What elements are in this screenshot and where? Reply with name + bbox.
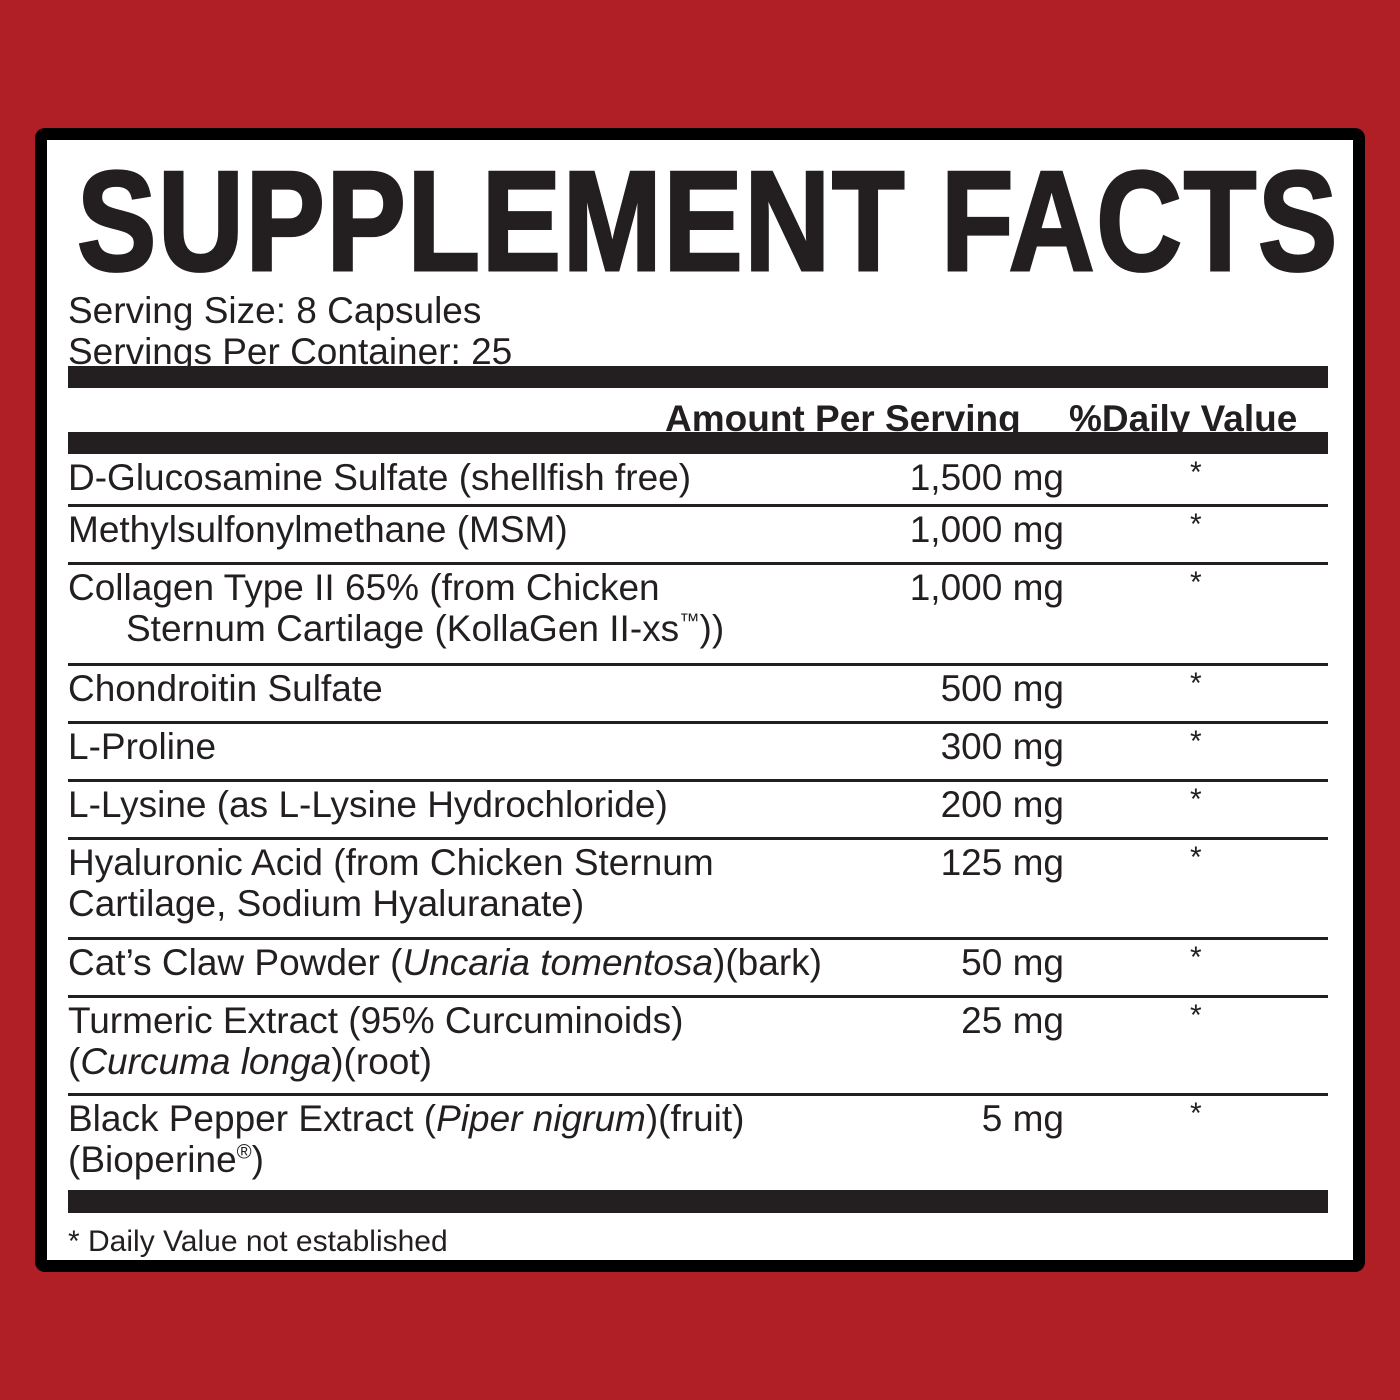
ingredient-name-line: L-Proline [68, 726, 928, 767]
name-text: Sternum Cartilage (KollaGen II-xs [126, 608, 680, 649]
amount-per-serving: 1,000 mg [909, 509, 1064, 550]
ingredient-name-line: Cat’s Claw Powder (Uncaria tomentosa)(ba… [68, 942, 928, 983]
name-text: Hyaluronic Acid (from Chicken Sternum [68, 842, 714, 883]
trademark-symbol: ® [236, 1141, 252, 1164]
amount-per-serving: 5 mg [981, 1098, 1064, 1139]
name-text: L-Lysine (as L-Lysine Hydrochloride) [68, 784, 668, 825]
serving-size: Serving Size: 8 Capsules [68, 290, 482, 331]
amount-per-serving: 500 mg [940, 668, 1064, 709]
name-text: ) [251, 1139, 264, 1180]
ingredient-row: Collagen Type II 65% (from Chicken Sternu… [68, 565, 1328, 666]
ingredient-row: L-Proline 300 mg * [68, 724, 1328, 782]
name-text: Chondroitin Sulfate [68, 668, 383, 709]
name-text: ( [68, 1041, 81, 1082]
daily-value: * [1190, 941, 1202, 974]
ingredient-name: Collagen Type II 65% (from Chicken Sternu… [68, 567, 928, 649]
ingredient-name-line: Cartilage, Sodium Hyaluranate) [68, 883, 928, 924]
daily-value: * [1190, 783, 1202, 816]
thick-divider [68, 366, 1328, 388]
name-text: Collagen Type II 65% (from Chicken [68, 567, 660, 608]
name-text: )) [699, 608, 725, 649]
ingredient-row: D-Glucosamine Sulfate (shellfish free) 1,… [68, 455, 1328, 507]
ingredient-name-line: Hyaluronic Acid (from Chicken Sternum [68, 842, 928, 883]
ingredient-name: Turmeric Extract (95% Curcuminoids) (Curc… [68, 1000, 928, 1082]
ingredient-name: L-Proline [68, 726, 928, 767]
ingredient-name-line: Sternum Cartilage (KollaGen II-xs™)) [68, 608, 928, 649]
latin-name: Piper nigrum [436, 1098, 646, 1139]
supplement-facts-panel: SUPPLEMENT FACTS Serving Size: 8 Capsule… [35, 128, 1365, 1272]
ingredient-name-line: Chondroitin Sulfate [68, 668, 928, 709]
ingredient-row: Hyaluronic Acid (from Chicken Sternum Car… [68, 840, 1328, 940]
title: SUPPLEMENT FACTS [76, 142, 1339, 301]
latin-name: Curcuma longa [80, 1041, 332, 1082]
name-text: Turmeric Extract (95% Curcuminoids) [68, 1000, 684, 1041]
name-text: Black Pepper Extract ( [68, 1098, 437, 1139]
ingredient-name-line: Turmeric Extract (95% Curcuminoids) [68, 1000, 928, 1041]
ingredient-name: Chondroitin Sulfate [68, 668, 928, 709]
daily-value: * [1190, 508, 1202, 541]
ingredient-row: L-Lysine (as L-Lysine Hydrochloride) 200 … [68, 782, 1328, 840]
servings-per-container: Servings Per Container: 25 [68, 331, 513, 372]
amount-per-serving: 1,500 mg [909, 457, 1064, 498]
ingredient-name-line: Black Pepper Extract (Piper nigrum)(frui… [68, 1098, 928, 1139]
ingredient-name-line: Collagen Type II 65% (from Chicken [68, 567, 928, 608]
ingredient-name-line: L-Lysine (as L-Lysine Hydrochloride) [68, 784, 928, 825]
amount-per-serving: 1,000 mg [909, 567, 1064, 608]
ingredient-name: Cat’s Claw Powder (Uncaria tomentosa)(ba… [68, 942, 928, 983]
name-text: D-Glucosamine Sulfate (shellfish free) [68, 457, 692, 498]
ingredient-name-line: (Bioperine®) [68, 1139, 928, 1180]
ingredient-name: Methylsulfonylmethane (MSM) [68, 509, 928, 550]
ingredient-name: D-Glucosamine Sulfate (shellfish free) [68, 457, 928, 498]
ingredient-name-line: (Curcuma longa)(root) [68, 1041, 928, 1082]
thick-divider [68, 1190, 1328, 1213]
thick-divider [68, 432, 1328, 454]
daily-value: * [1190, 456, 1202, 489]
ingredient-name: Hyaluronic Acid (from Chicken Sternum Car… [68, 842, 928, 924]
ingredient-row: Black Pepper Extract (Piper nigrum)(frui… [68, 1096, 1328, 1190]
ingredient-row: Turmeric Extract (95% Curcuminoids) (Curc… [68, 998, 1328, 1096]
amount-per-serving: 125 mg [940, 842, 1064, 883]
amount-per-serving: 200 mg [940, 784, 1064, 825]
ingredient-name: L-Lysine (as L-Lysine Hydrochloride) [68, 784, 928, 825]
trademark-symbol: ™ [679, 610, 700, 633]
daily-value: * [1190, 667, 1202, 700]
daily-value: * [1190, 566, 1202, 599]
footnote: * Daily Value not established [68, 1225, 448, 1258]
amount-per-serving: 50 mg [961, 942, 1064, 983]
amount-per-serving: 25 mg [961, 1000, 1064, 1041]
name-text: Cat’s Claw Powder ( [68, 942, 403, 983]
name-text: (Bioperine [68, 1139, 237, 1180]
ingredient-row: Chondroitin Sulfate 500 mg * [68, 666, 1328, 724]
daily-value: * [1190, 725, 1202, 758]
daily-value: * [1190, 841, 1202, 874]
ingredient-name-line: Methylsulfonylmethane (MSM) [68, 509, 928, 550]
daily-value: * [1190, 1097, 1202, 1130]
ingredient-name: Black Pepper Extract (Piper nigrum)(frui… [68, 1098, 928, 1180]
ingredient-row: Methylsulfonylmethane (MSM) 1,000 mg * [68, 507, 1328, 565]
latin-name: Uncaria tomentosa [402, 942, 714, 983]
name-text: L-Proline [68, 726, 217, 767]
ingredient-table: D-Glucosamine Sulfate (shellfish free) 1,… [47, 455, 1353, 1190]
name-text: Methylsulfonylmethane (MSM) [68, 509, 568, 550]
amount-per-serving: 300 mg [940, 726, 1064, 767]
daily-value: * [1190, 999, 1202, 1032]
name-text: Cartilage, Sodium Hyaluranate) [68, 883, 585, 924]
ingredient-row: Cat’s Claw Powder (Uncaria tomentosa)(ba… [68, 940, 1328, 998]
name-text: )(fruit) [645, 1098, 745, 1139]
name-text: )(bark) [713, 942, 822, 983]
name-text: )(root) [331, 1041, 432, 1082]
ingredient-name-line: D-Glucosamine Sulfate (shellfish free) [68, 457, 928, 498]
